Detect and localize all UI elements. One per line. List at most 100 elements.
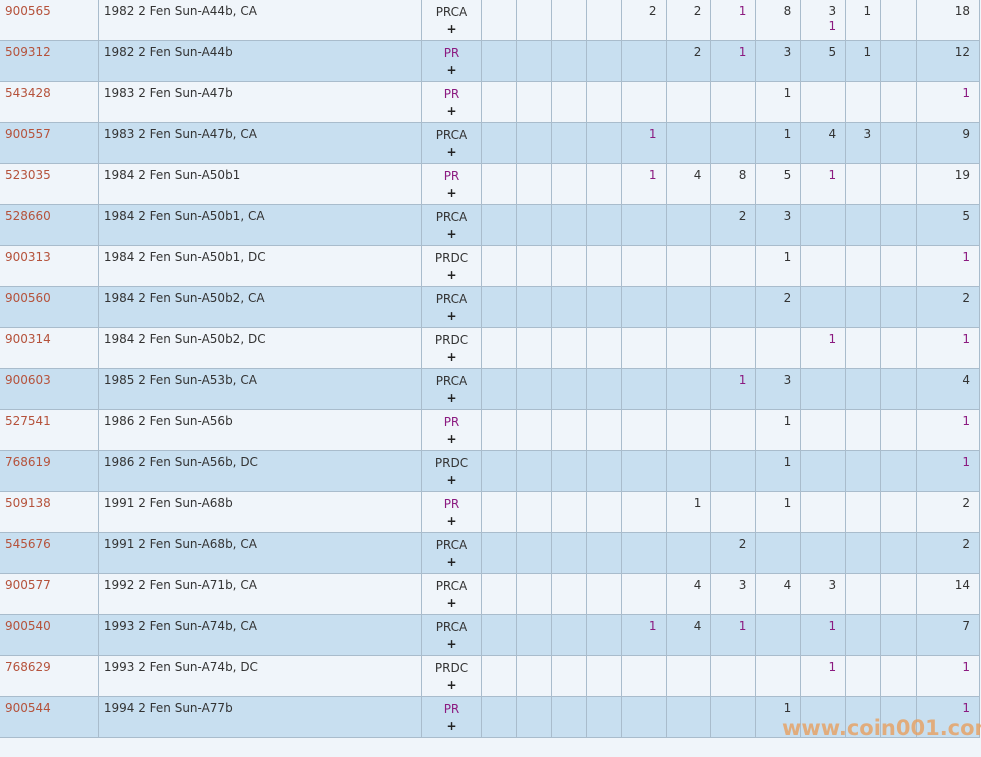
grade-count-cell[interactable]: 4 <box>800 122 847 164</box>
grade-count-cell[interactable]: 1 <box>620 163 667 205</box>
coin-code-link[interactable]: 900314 <box>5 332 51 346</box>
total-cell[interactable]: 9 <box>916 122 980 164</box>
grade-count-cell[interactable]: 1 <box>755 450 802 492</box>
expand-plus-icon[interactable]: + <box>446 473 457 487</box>
expand-plus-icon[interactable]: + <box>446 145 457 159</box>
grade-count-cell[interactable]: 1 <box>710 40 757 82</box>
grade-count-cell[interactable]: 2 <box>665 0 712 41</box>
grade-count-cell[interactable]: 1 <box>710 0 757 41</box>
expand-plus-icon[interactable]: + <box>446 227 457 241</box>
coin-code-link[interactable]: 900560 <box>5 291 51 305</box>
coin-code-link[interactable]: 900565 <box>5 4 51 18</box>
coin-code-link[interactable]: 768629 <box>5 660 51 674</box>
grade-count-cell[interactable]: 3 <box>755 204 802 246</box>
grade-count-cell[interactable]: 8 <box>710 163 757 205</box>
total-cell[interactable]: 1 <box>916 327 980 369</box>
expand-plus-icon[interactable]: + <box>446 104 457 118</box>
coin-code-link[interactable]: 900603 <box>5 373 51 387</box>
grade-count-cell[interactable]: 1 <box>800 327 847 369</box>
total-cell[interactable]: 1 <box>916 655 980 697</box>
coin-code-link[interactable]: 509138 <box>5 496 51 510</box>
grade-count-cell[interactable]: 3 <box>755 368 802 410</box>
expand-plus-icon[interactable]: + <box>446 22 457 36</box>
grade-count-cell[interactable]: 1 <box>755 696 802 738</box>
grade-count-cell[interactable]: 1 <box>710 614 757 656</box>
expand-plus-icon[interactable]: + <box>446 63 457 77</box>
grade-count-cell[interactable]: 1 <box>845 40 882 82</box>
expand-plus-icon[interactable]: + <box>446 719 457 733</box>
coin-code-link[interactable]: 509312 <box>5 45 51 59</box>
coin-code-link[interactable]: 900544 <box>5 701 51 715</box>
grade-count-cell[interactable]: 2 <box>665 40 712 82</box>
coin-code-link[interactable]: 527541 <box>5 414 51 428</box>
grade-count-cell[interactable]: 2 <box>620 0 667 41</box>
grade-count-cell[interactable]: 1 <box>665 491 712 533</box>
coin-code-link[interactable]: 900540 <box>5 619 51 633</box>
expand-plus-icon[interactable]: + <box>446 514 457 528</box>
expand-plus-icon[interactable]: + <box>446 555 457 569</box>
total-cell[interactable]: 12 <box>916 40 980 82</box>
total-cell[interactable]: 1 <box>916 245 980 287</box>
grade-count-cell[interactable]: 1 <box>800 163 847 205</box>
coin-code-link[interactable]: 900313 <box>5 250 51 264</box>
grade-count-cell[interactable]: 5 <box>755 163 802 205</box>
expand-plus-icon[interactable]: + <box>446 637 457 651</box>
coin-code-link[interactable]: 545676 <box>5 537 51 551</box>
total-cell[interactable]: 1 <box>916 81 980 123</box>
expand-plus-icon[interactable]: + <box>446 350 457 364</box>
total-cell[interactable]: 4 <box>916 368 980 410</box>
grade-count-cell[interactable]: 1 <box>755 81 802 123</box>
expand-plus-icon[interactable]: + <box>446 309 457 323</box>
grade-count-cell[interactable]: 1 <box>755 245 802 287</box>
coin-code-link[interactable]: 523035 <box>5 168 51 182</box>
expand-plus-icon[interactable]: + <box>446 268 457 282</box>
total-cell[interactable]: 1 <box>916 409 980 451</box>
coin-name: 1993 2 Fen Sun-A74b, CA <box>103 619 257 633</box>
grade-count-cell[interactable]: 3 <box>710 573 757 615</box>
coin-code-link[interactable]: 768619 <box>5 455 51 469</box>
grade-count-cell[interactable]: 4 <box>665 573 712 615</box>
grade-count-cell[interactable]: 1 <box>755 122 802 164</box>
grade-count-cell[interactable]: 2 <box>710 204 757 246</box>
grade-count-cell[interactable]: 1 <box>800 614 847 656</box>
coin-code-link[interactable]: 528660 <box>5 209 51 223</box>
expand-plus-icon[interactable]: + <box>446 391 457 405</box>
total-cell[interactable]: 19 <box>916 163 980 205</box>
grade-count-cell[interactable]: 2 <box>755 286 802 328</box>
grade-count-cell[interactable]: 1 <box>755 491 802 533</box>
coin-code-link[interactable]: 543428 <box>5 86 51 100</box>
total-cell[interactable]: 14 <box>916 573 980 615</box>
expand-plus-icon[interactable]: + <box>446 186 457 200</box>
total-cell[interactable]: 1 <box>916 450 980 492</box>
grade-count-cell[interactable]: 1 <box>620 122 667 164</box>
total-cell[interactable]: 2 <box>916 491 980 533</box>
total-cell[interactable]: 2 <box>916 286 980 328</box>
grade-count-cell[interactable]: 2 <box>710 532 757 574</box>
grade-count-cell[interactable]: 4 <box>665 163 712 205</box>
grade-count-cell[interactable]: 5 <box>800 40 847 82</box>
grade-count-cell[interactable]: 3 <box>755 40 802 82</box>
total-cell[interactable]: 18 <box>916 0 980 41</box>
expand-plus-icon[interactable]: + <box>446 596 457 610</box>
total-cell[interactable]: 7 <box>916 614 980 656</box>
grade-count-cell <box>845 573 882 615</box>
grade-count-cell <box>880 532 918 574</box>
total-cell[interactable]: 1 <box>916 696 980 738</box>
grade-count-cell[interactable]: 3 <box>845 122 882 164</box>
total-cell[interactable]: 5 <box>916 204 980 246</box>
grade-count-cell[interactable]: 1 <box>845 0 882 41</box>
grade-count-cell[interactable]: 4 <box>755 573 802 615</box>
grade-count-cell[interactable]: 3 <box>800 573 847 615</box>
expand-plus-icon[interactable]: + <box>446 432 457 446</box>
grade-count-cell[interactable]: 8 <box>755 0 802 41</box>
grade-count-cell[interactable]: 1 <box>710 368 757 410</box>
grade-count-cell[interactable]: 4 <box>665 614 712 656</box>
grade-count-cell[interactable]: 1 <box>620 614 667 656</box>
grade-count-cell[interactable]: 1 <box>800 655 847 697</box>
expand-plus-icon[interactable]: + <box>446 678 457 692</box>
coin-code-link[interactable]: 900557 <box>5 127 51 141</box>
coin-code-link[interactable]: 900577 <box>5 578 51 592</box>
total-cell[interactable]: 2 <box>916 532 980 574</box>
grade-count-cell[interactable]: 1 <box>755 409 802 451</box>
